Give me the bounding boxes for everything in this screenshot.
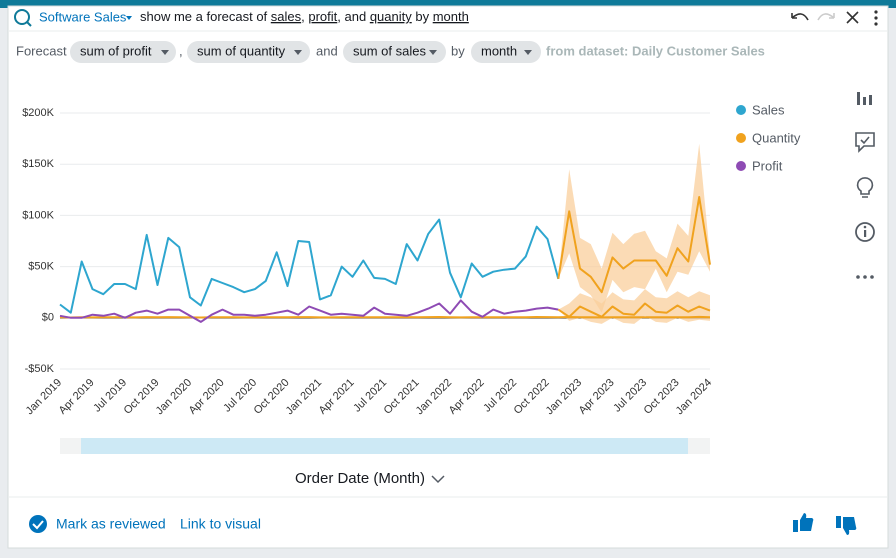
query-part: sales	[271, 9, 302, 24]
x-axis-title[interactable]: Order Date (Month)	[295, 470, 425, 487]
chart-type-button[interactable]	[857, 92, 872, 105]
interpretation-lead: Forecast	[16, 43, 67, 58]
top-bar	[0, 0, 896, 8]
thumbs-up[interactable]	[793, 513, 814, 532]
legend-label: Sales	[752, 102, 785, 117]
y-tick-label: $200K	[22, 107, 54, 119]
link-to-visual[interactable]: Link to visual	[180, 516, 261, 532]
scroll-thumb[interactable]	[81, 438, 688, 454]
search-icon	[14, 9, 32, 27]
legend-swatch	[736, 161, 746, 171]
chip-label: sum of profit	[80, 43, 152, 58]
y-tick-label: -$50K	[25, 363, 55, 375]
info-button[interactable]	[855, 222, 875, 242]
panel	[7, 5, 889, 549]
y-tick-label: $150K	[22, 158, 54, 170]
query-part: , and	[337, 9, 370, 24]
insight-button[interactable]	[856, 177, 874, 198]
legend-swatch	[736, 133, 746, 143]
legend-label: Quantity	[752, 130, 801, 145]
thumbs-down[interactable]	[836, 516, 857, 535]
query-part: profit	[308, 9, 337, 24]
join: and	[316, 43, 338, 58]
forecast-band	[558, 143, 710, 313]
forecast-line	[557, 302, 711, 318]
more-button[interactable]	[856, 275, 874, 279]
axis-dropdown[interactable]	[431, 475, 445, 484]
forecast-line	[557, 196, 711, 294]
series-line	[59, 299, 559, 323]
query-text[interactable]: show me a forecast of sales, profit, and…	[140, 9, 469, 24]
legend-swatch	[736, 105, 746, 115]
dataset-picker[interactable]: Software Sales	[39, 9, 127, 24]
mark-reviewed[interactable]: Mark as reviewed	[56, 516, 166, 532]
chip-label: sum of sales	[353, 43, 426, 58]
chip[interactable]: sum of quantity	[187, 41, 310, 63]
chip-label: sum of quantity	[197, 43, 286, 58]
redo-button[interactable]	[817, 13, 835, 21]
y-tick-label: $50K	[28, 261, 54, 273]
y-tick-label: $100K	[22, 209, 54, 221]
query-part: by	[412, 9, 433, 24]
undo-button[interactable]	[791, 13, 809, 21]
close-button[interactable]	[846, 11, 859, 24]
chip[interactable]: sum of profit	[70, 41, 176, 63]
query-part: ,	[301, 9, 308, 24]
series-line	[59, 218, 560, 314]
chip[interactable]: sum of sales	[343, 41, 446, 63]
join: by	[451, 43, 465, 58]
series-line	[59, 315, 711, 319]
chip[interactable]: month	[471, 41, 541, 63]
legend-label: Profit	[752, 158, 783, 173]
query-part: month	[433, 9, 469, 24]
join: ,	[179, 43, 183, 58]
reviewed-icon	[29, 515, 47, 533]
menu-button[interactable]	[874, 10, 878, 26]
source-text: from dataset: Daily Customer Sales	[546, 43, 765, 58]
dropdown-arrow	[126, 16, 132, 20]
feedback-button[interactable]	[855, 132, 875, 153]
y-tick-label: $0	[42, 312, 54, 324]
query-part: show me a forecast of	[140, 9, 271, 24]
query-part: quanity	[370, 9, 412, 24]
chip-label: month	[481, 43, 517, 58]
